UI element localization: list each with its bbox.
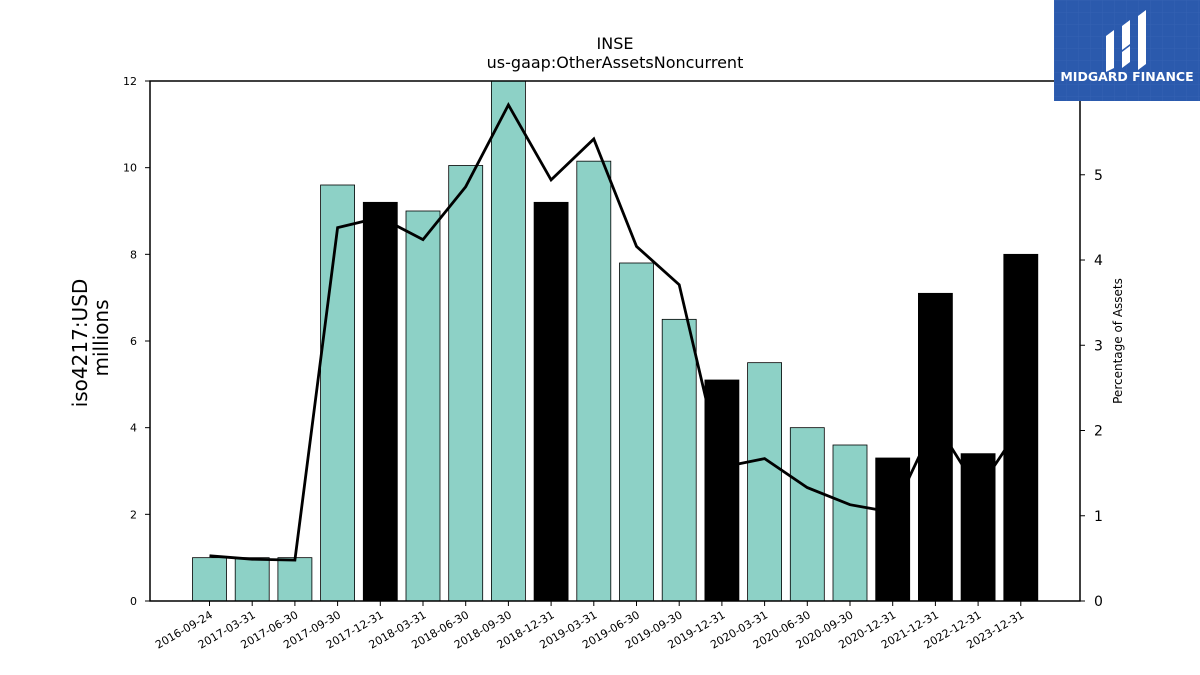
- bar-2020-09-30: [832, 444, 868, 602]
- y2-tick-label-5: 5: [1094, 168, 1103, 184]
- bar-2019-06-30: [619, 262, 654, 602]
- y2-axis-label: Percentage of Assets: [1111, 278, 1125, 404]
- y2-tick-label-2: 2: [1094, 424, 1103, 440]
- bar-2020-03-31: [747, 362, 782, 602]
- bar-2016-09-24: [192, 557, 227, 602]
- chart-title: INSE: [597, 34, 634, 53]
- y-tick-label-0: 0: [130, 595, 137, 608]
- bar-2020-06-30: [789, 427, 825, 602]
- y2-tick-label-4: 4: [1094, 253, 1103, 269]
- line-series: [209, 101, 1022, 562]
- bar-2017-06-30: [277, 557, 313, 602]
- y-tick-label-4: 4: [130, 422, 137, 435]
- y2-tick-label-1: 1: [1094, 509, 1103, 525]
- y-tick-label-12: 12: [123, 75, 137, 88]
- bar-2022-12-31: [960, 453, 996, 602]
- y-tick-label-8: 8: [130, 248, 137, 261]
- y2-tick-label-0: 0: [1094, 594, 1103, 610]
- bar-2020-12-31: [875, 457, 911, 602]
- axes: 0246810120123452016-09-242017-03-312017-…: [123, 75, 1103, 652]
- y-axis-label: iso4217:USD: [68, 279, 92, 408]
- bar-2019-03-31: [576, 160, 612, 602]
- bar-2018-03-31: [405, 210, 441, 602]
- bar-2018-09-30: [490, 80, 526, 602]
- y2-tick-label-3: 3: [1094, 338, 1103, 354]
- bar-2017-03-31: [234, 557, 270, 602]
- y-tick-label-6: 6: [130, 335, 137, 348]
- y-axis-unit: millions: [89, 299, 113, 376]
- bar-2017-09-30: [320, 184, 356, 602]
- bar-2018-12-31: [533, 201, 569, 602]
- bar-2017-12-31: [362, 201, 398, 602]
- midgard-logo-icon: [1106, 10, 1146, 72]
- chart-subtitle: us-gaap:OtherAssetsNoncurrent: [487, 53, 744, 72]
- y-tick-label-10: 10: [123, 162, 137, 175]
- bar-2019-09-30: [661, 318, 697, 602]
- logo-text: MIDGARD FINANCE: [1060, 69, 1193, 84]
- line-percentage-of-assets: [209, 101, 1022, 562]
- brand-logo: MIDGARD FINANCE: [1054, 0, 1200, 101]
- bar-2018-06-30: [448, 165, 484, 602]
- y-tick-label-2: 2: [130, 508, 137, 521]
- bars: [192, 80, 1039, 602]
